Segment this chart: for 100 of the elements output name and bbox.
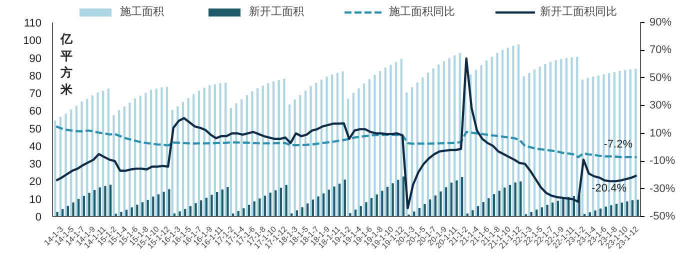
bar bbox=[549, 62, 552, 216]
bar bbox=[162, 192, 165, 216]
bar bbox=[331, 74, 334, 216]
bar bbox=[306, 203, 309, 216]
bar bbox=[102, 90, 104, 216]
bar bbox=[267, 83, 270, 216]
bar bbox=[64, 114, 67, 216]
bar bbox=[556, 200, 560, 216]
bar bbox=[440, 191, 442, 216]
bar bbox=[472, 210, 474, 216]
bar bbox=[235, 103, 238, 216]
y-tick-label: 70 bbox=[29, 88, 42, 100]
bar bbox=[56, 212, 58, 216]
bar bbox=[426, 72, 430, 216]
bar bbox=[317, 196, 320, 216]
annotation: -20.4% bbox=[592, 182, 627, 194]
bar bbox=[570, 57, 573, 216]
bar bbox=[178, 211, 181, 216]
bar bbox=[634, 68, 637, 216]
bar bbox=[386, 186, 389, 216]
bar bbox=[240, 99, 243, 216]
bar bbox=[501, 50, 504, 216]
y2-tick-label: 50% bbox=[650, 72, 672, 84]
bar bbox=[72, 202, 74, 216]
y-tick-label: 100 bbox=[23, 35, 42, 48]
bar bbox=[152, 196, 154, 216]
bar bbox=[194, 203, 197, 216]
legend-label: 施工面积同比 bbox=[389, 5, 455, 19]
bar bbox=[522, 76, 525, 216]
bar bbox=[230, 108, 232, 216]
bar bbox=[528, 72, 530, 216]
bar bbox=[429, 199, 432, 216]
bar bbox=[594, 210, 596, 216]
bar bbox=[278, 80, 280, 216]
y2-tick-label: 90% bbox=[650, 16, 672, 28]
bar bbox=[552, 202, 554, 216]
bar bbox=[256, 88, 259, 216]
bar bbox=[112, 115, 115, 216]
bar bbox=[392, 183, 394, 216]
bar bbox=[146, 200, 149, 216]
bar bbox=[496, 52, 498, 216]
annotation: -7.2% bbox=[604, 138, 633, 150]
bar bbox=[139, 96, 142, 216]
y2-tick-label: 70% bbox=[650, 44, 672, 56]
bar bbox=[514, 182, 516, 216]
legend-label: 施工面积 bbox=[120, 5, 164, 19]
bar bbox=[394, 62, 398, 216]
bar bbox=[560, 59, 562, 216]
bar bbox=[349, 213, 352, 216]
bar bbox=[136, 204, 138, 216]
bar bbox=[224, 82, 227, 216]
bar bbox=[166, 86, 168, 216]
bar bbox=[448, 58, 450, 216]
bar bbox=[381, 190, 384, 216]
bar bbox=[96, 92, 99, 216]
bar bbox=[492, 194, 496, 216]
bar bbox=[91, 96, 94, 216]
y2-tick-label: -10% bbox=[650, 155, 676, 168]
bar bbox=[631, 200, 634, 216]
bar bbox=[312, 200, 314, 216]
bar bbox=[155, 88, 158, 216]
y-axis-title: 亿平方米 bbox=[60, 32, 74, 96]
bar bbox=[320, 80, 323, 216]
bar bbox=[144, 92, 147, 216]
bar bbox=[461, 176, 464, 216]
bar bbox=[438, 64, 440, 216]
bar bbox=[533, 70, 536, 216]
bar bbox=[157, 194, 160, 216]
legend-label: 新开工面积同比 bbox=[540, 4, 617, 19]
y-tick-label: 110 bbox=[24, 18, 42, 30]
bar bbox=[486, 60, 488, 216]
bar bbox=[363, 84, 366, 216]
bar bbox=[310, 86, 312, 216]
bar bbox=[544, 64, 546, 216]
bar bbox=[442, 61, 446, 216]
bar bbox=[107, 88, 110, 216]
bar bbox=[246, 95, 248, 216]
bar bbox=[450, 182, 452, 216]
bar bbox=[554, 60, 557, 216]
y-tick-label: 30 bbox=[29, 158, 42, 171]
bar bbox=[80, 102, 83, 216]
bar bbox=[226, 187, 229, 216]
bar bbox=[205, 198, 208, 216]
bar bbox=[424, 204, 426, 216]
bar bbox=[82, 196, 85, 216]
bar bbox=[488, 198, 490, 216]
bar bbox=[360, 206, 362, 216]
bar bbox=[498, 190, 500, 216]
bar bbox=[336, 72, 339, 216]
bar bbox=[512, 46, 514, 216]
bar bbox=[251, 91, 254, 216]
bar bbox=[128, 102, 131, 216]
bar bbox=[253, 201, 256, 216]
y-tick-label: 40 bbox=[29, 140, 42, 153]
bar bbox=[322, 193, 325, 216]
line-series bbox=[55, 125, 638, 158]
bar bbox=[198, 90, 200, 216]
bar bbox=[280, 188, 282, 216]
bar bbox=[397, 180, 400, 216]
bar bbox=[576, 56, 578, 216]
